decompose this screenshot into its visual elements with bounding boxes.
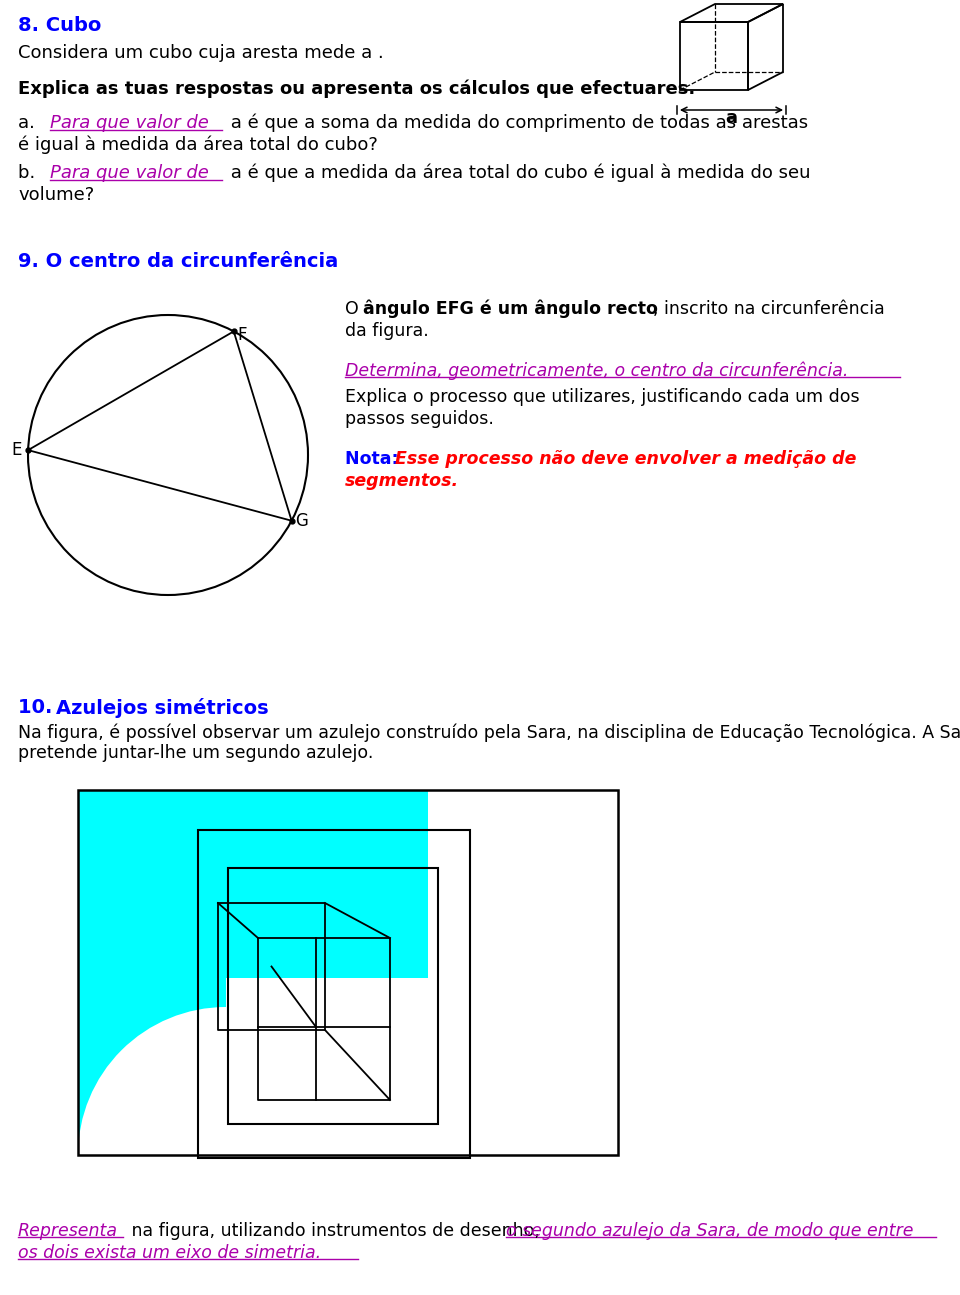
Text: na figura, utilizando instrumentos de desenho,: na figura, utilizando instrumentos de de… <box>126 1222 545 1241</box>
Text: o segundo azulejo da Sara, de modo que entre: o segundo azulejo da Sara, de modo que e… <box>506 1222 914 1241</box>
Wedge shape <box>78 1008 226 1155</box>
Text: Determina, geometricamente, o centro da circunferência.: Determina, geometricamente, o centro da … <box>345 363 849 381</box>
Bar <box>78 790 618 1155</box>
Text: pretende juntar-lhe um segundo azulejo.: pretende juntar-lhe um segundo azulejo. <box>18 745 373 761</box>
Text: Na figura, é possível observar um azulejo construído pela Sara, na disciplina de: Na figura, é possível observar um azulej… <box>18 724 960 742</box>
Text: Azulejos simétricos: Azulejos simétricos <box>56 698 269 717</box>
Wedge shape <box>428 778 628 978</box>
Bar <box>78 790 226 1155</box>
Text: b.: b. <box>18 164 47 183</box>
Text: os dois exista um eixo de simetria.: os dois exista um eixo de simetria. <box>18 1244 322 1263</box>
Bar <box>228 868 438 1124</box>
Bar <box>198 830 470 1158</box>
Text: 8. Cubo: 8. Cubo <box>18 16 102 35</box>
Text: , inscrito na circunferência: , inscrito na circunferência <box>653 300 885 319</box>
Text: Para que valor de: Para que valor de <box>50 114 209 132</box>
Text: Considera um cubo cuja aresta mede a .: Considera um cubo cuja aresta mede a . <box>18 44 384 62</box>
Text: O: O <box>345 300 364 319</box>
Text: a é que a soma da medida do comprimento de todas as arestas: a é que a soma da medida do comprimento … <box>225 114 808 132</box>
Text: G: G <box>295 512 308 530</box>
Bar <box>78 790 618 1155</box>
Text: Nota:: Nota: <box>345 449 404 467</box>
Text: Explica as tuas respostas ou apresenta os cálculos que efectuares.: Explica as tuas respostas ou apresenta o… <box>18 80 695 98</box>
Text: passos seguidos.: passos seguidos. <box>345 411 493 429</box>
Text: Explica o processo que utilizares, justificando cada um dos: Explica o processo que utilizares, justi… <box>345 388 859 407</box>
Text: a.: a. <box>18 114 46 132</box>
Text: volume?: volume? <box>18 186 94 205</box>
Text: a: a <box>726 109 737 127</box>
Text: F: F <box>237 326 247 344</box>
Bar <box>226 790 428 978</box>
Text: Representa: Representa <box>18 1222 118 1241</box>
Text: 10.: 10. <box>18 698 60 717</box>
Text: 9. O centro da circunferência: 9. O centro da circunferência <box>18 253 338 271</box>
Text: E: E <box>11 442 21 460</box>
Text: Para que valor de: Para que valor de <box>50 164 209 183</box>
Text: da figura.: da figura. <box>345 322 429 341</box>
Text: Esse processo não deve envolver a medição de: Esse processo não deve envolver a mediçã… <box>395 449 856 467</box>
Text: segmentos.: segmentos. <box>345 471 459 490</box>
Text: ângulo EFG é um ângulo recto: ângulo EFG é um ângulo recto <box>363 300 658 319</box>
Text: a é que a medida da área total do cubo é igual à medida do seu: a é que a medida da área total do cubo é… <box>225 164 810 183</box>
Text: é igual à medida da área total do cubo?: é igual à medida da área total do cubo? <box>18 136 378 154</box>
